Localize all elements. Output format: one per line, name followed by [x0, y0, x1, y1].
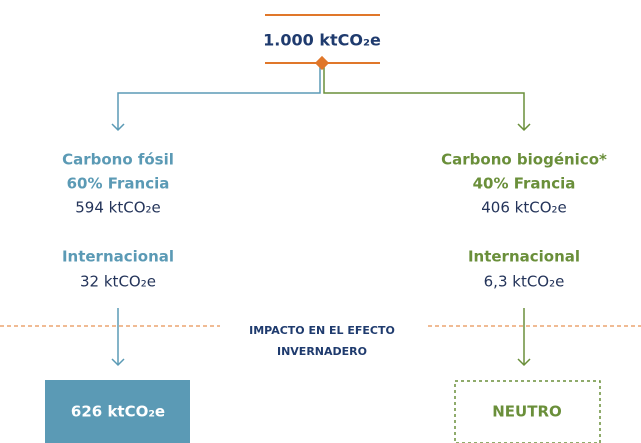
result-box: [45, 380, 190, 443]
right-value: 406 ktCO₂e: [481, 199, 567, 217]
right-title: Carbono biogénico*: [441, 151, 607, 169]
total: 1.000 ktCO₂e: [263, 31, 381, 50]
left-share: 60% Francia: [67, 175, 170, 193]
left-intl-value: 32 ktCO₂e: [80, 273, 156, 291]
arrowhead: [517, 358, 531, 367]
right-intl-value: 6,3 ktCO₂e: [484, 273, 565, 291]
arrowhead: [111, 358, 125, 367]
left-value: 594 ktCO₂e: [75, 199, 161, 217]
connector-left: [117, 63, 321, 130]
right-share: 40% Francia: [473, 175, 576, 193]
result-box: [454, 380, 601, 443]
connector-right: [323, 63, 525, 130]
diamond: [314, 55, 330, 71]
right-result: NEUTRO: [492, 403, 562, 421]
left-title: Carbono fósil: [62, 151, 174, 169]
arrowhead: [111, 123, 125, 132]
right-intl-label: Internacional: [468, 248, 580, 266]
left-intl-label: Internacional: [62, 248, 174, 266]
left-result: 626 ktCO₂e: [71, 403, 165, 421]
arrowhead: [517, 123, 531, 132]
divider-label: INVERNADERO: [277, 345, 367, 358]
divider-label: IMPACTO EN EL EFECTO: [249, 324, 395, 337]
